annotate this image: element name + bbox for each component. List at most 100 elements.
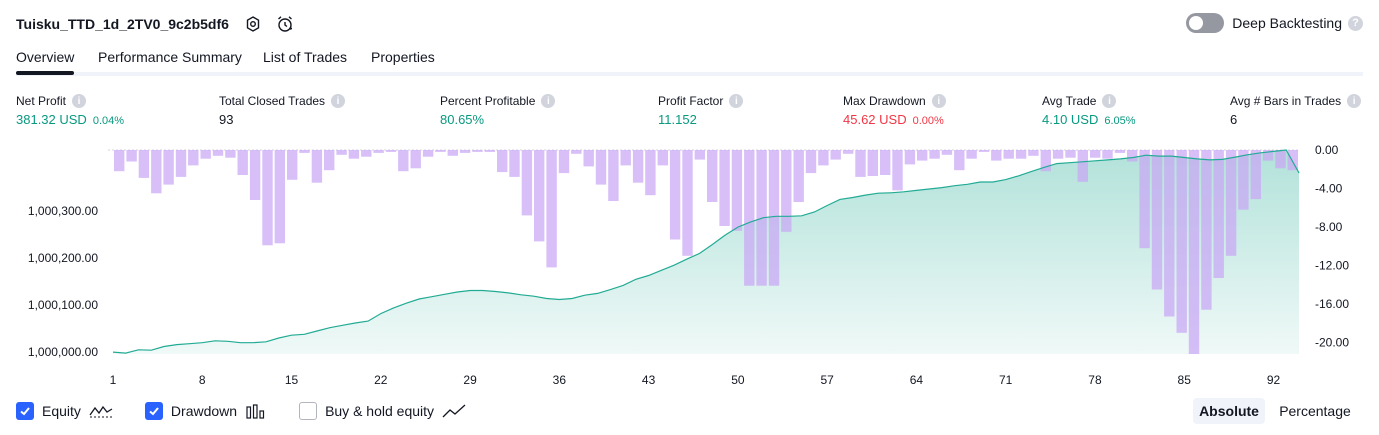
drawdown-bar	[447, 150, 458, 156]
metric-max-drawdown: Max Drawdown i 45.62 USD 0.00%	[843, 94, 946, 127]
info-icon[interactable]: i	[931, 94, 946, 108]
drawdown-bar	[348, 150, 360, 159]
toggle-knob	[1189, 16, 1204, 30]
alert-clock-icon[interactable]	[275, 14, 295, 34]
metric-value: 6	[1230, 112, 1238, 127]
info-icon[interactable]: i	[1347, 94, 1362, 108]
drawdown-bar	[1139, 150, 1150, 249]
buy-hold-checkbox[interactable]	[299, 402, 318, 420]
drawdown-bar	[521, 150, 533, 216]
info-icon[interactable]: i	[729, 94, 744, 108]
legend-drawdown[interactable]: Drawdown	[144, 402, 267, 420]
tab-overview[interactable]: Overview	[16, 49, 75, 75]
drawdown-bar	[892, 150, 903, 191]
drawdown-bar	[1188, 150, 1200, 354]
drawdown-bar	[707, 150, 718, 202]
drawdown-bar	[398, 150, 409, 172]
drawdown-bar	[867, 150, 878, 176]
strategy-name: Tuisku_TTD_1d_2TV0_9c2b5df6	[16, 16, 229, 32]
chart-legend: Equity Drawdown Buy & hold equity	[16, 400, 498, 422]
drawdown-bar	[1040, 150, 1051, 172]
legend-buy-hold[interactable]: Buy & hold equity	[299, 402, 466, 420]
equity-drawdown-chart: 1,000,000.00 1,000,100.00 1,000,200.00 1,00…	[28, 143, 1349, 387]
info-icon[interactable]: i	[331, 94, 346, 108]
drawdown-bar	[1077, 150, 1088, 182]
equity-checkbox[interactable]	[16, 402, 34, 420]
absolute-mode-button[interactable]: Absolute	[1193, 398, 1265, 424]
equity-line	[112, 149, 1300, 354]
drawdown-bar	[620, 150, 631, 166]
metric-value: 80.65%	[440, 112, 485, 127]
drawdown-bar	[497, 150, 508, 173]
drawdown-bar	[1250, 150, 1261, 200]
drawdown-bar	[571, 150, 582, 154]
y-right-tick-label: -12.00	[1315, 258, 1349, 272]
metric-value: 93	[219, 112, 234, 127]
drawdown-bar	[1114, 150, 1126, 153]
drawdown-bar	[1201, 150, 1212, 310]
drawdown-bar	[1225, 150, 1237, 256]
x-tick-label: 1	[110, 373, 117, 387]
drawdown-bar	[682, 150, 693, 256]
drawdown-bar	[978, 150, 990, 152]
drawdown-checkbox[interactable]	[144, 402, 163, 420]
legend-equity[interactable]: Equity	[16, 402, 113, 420]
settings-icon[interactable]	[243, 14, 263, 34]
drawdown-bar	[669, 150, 681, 240]
drawdown-bar	[472, 150, 483, 152]
deep-backtesting-toggle[interactable]	[1186, 13, 1225, 33]
x-tick-label: 29	[463, 373, 477, 387]
drawdown-bar	[645, 150, 656, 196]
drawdown-bar	[793, 150, 804, 202]
drawdown-bar	[917, 150, 928, 161]
info-icon[interactable]: i	[1102, 94, 1117, 108]
legend-buy-hold-label: Buy & hold equity	[325, 403, 435, 419]
tab-performance-summary[interactable]: Performance Summary	[98, 49, 242, 65]
info-icon[interactable]: i	[541, 94, 556, 108]
equity-area	[113, 150, 1299, 354]
legend-equity-label: Equity	[42, 403, 81, 419]
drawdown-bar	[459, 150, 471, 153]
tab-list-of-trades[interactable]: List of Trades	[263, 49, 348, 65]
drawdown-bar	[991, 150, 1002, 161]
drawdown-bar	[361, 150, 372, 157]
x-tick-label: 43	[642, 373, 656, 387]
drawdown-bar	[1151, 150, 1163, 290]
y-right-tick-label: -8.00	[1315, 220, 1343, 234]
metric-total-closed-trades: Total Closed Trades i 93	[219, 94, 346, 127]
drawdown-bar	[1275, 150, 1286, 169]
y-left-tick-label: 1,000,100.00	[28, 298, 98, 312]
drawdown-bar	[781, 150, 792, 232]
metric-percent: 0.00%	[912, 115, 944, 127]
drawdown-bar	[299, 150, 310, 153]
legend-drawdown-label: Drawdown	[170, 403, 238, 419]
drawdown-bar	[249, 150, 261, 200]
drawdown-bar	[509, 150, 520, 177]
drawdown-bar	[151, 150, 162, 194]
percentage-mode-button[interactable]: Percentage	[1279, 403, 1351, 419]
drawdown-bar	[410, 150, 421, 169]
drawdown-bar	[287, 150, 298, 180]
metric-label: Profit Factor	[658, 94, 724, 108]
metric-percent-profitable: Percent Profitable i 80.65%	[440, 94, 556, 127]
y-left-tick-label: 1,000,000.00	[28, 345, 98, 359]
drawdown-bar	[188, 150, 199, 166]
drawdown-bar	[632, 150, 644, 183]
metric-net-profit: Net Profit i 381.32 USD 0.04%	[16, 94, 124, 127]
info-icon[interactable]: i	[72, 94, 87, 108]
tab-bar: Overview Performance Summary List of Tra…	[16, 44, 1363, 76]
equity-line-icon	[89, 403, 113, 419]
drawdown-bar	[657, 150, 668, 166]
drawdown-bar	[904, 150, 916, 165]
drawdown-bar	[385, 150, 397, 152]
drawdown-bar	[114, 150, 125, 172]
help-icon[interactable]: ?	[1348, 15, 1363, 31]
drawdown-bar	[805, 150, 817, 174]
y-right-tick-label: -20.00	[1315, 335, 1349, 349]
drawdown-bar	[966, 150, 977, 159]
title-row: Tuisku_TTD_1d_2TV0_9c2b5df6	[16, 12, 295, 36]
tab-properties[interactable]: Properties	[371, 49, 435, 65]
buy-hold-line-icon	[442, 403, 466, 419]
drawdown-bar	[842, 150, 854, 154]
metric-value: 381.32 USD	[16, 112, 87, 127]
